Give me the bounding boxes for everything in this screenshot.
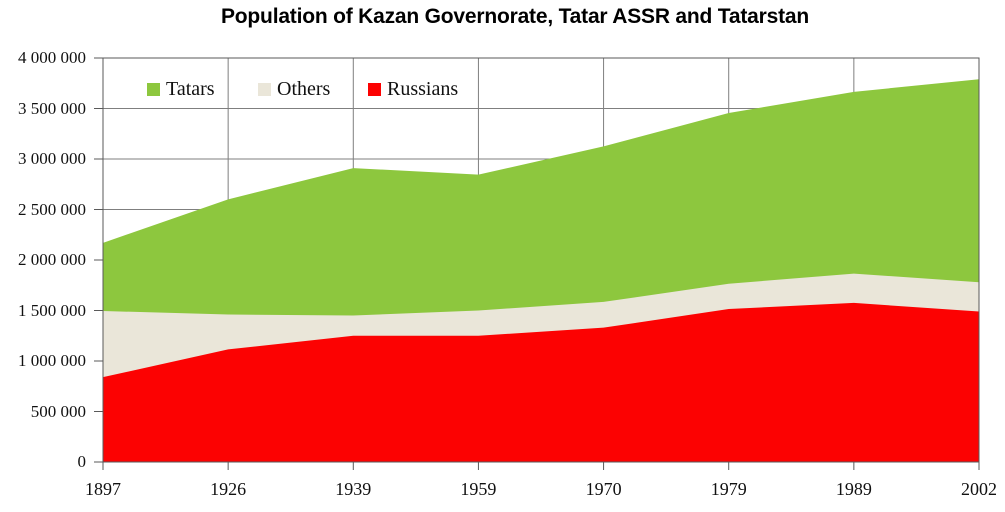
- legend-label-others: Others: [277, 78, 331, 100]
- x-tick-label: 1939: [335, 479, 372, 499]
- legend-item-russians: Russians: [368, 76, 458, 102]
- x-tick-label: 1926: [210, 479, 247, 499]
- y-tick-label: 4 000 000: [18, 48, 86, 67]
- y-tick-label: 500 000: [30, 401, 86, 421]
- legend-item-others: Others: [258, 76, 330, 102]
- x-tick-label: 1989: [835, 479, 872, 499]
- legend-item-tatars: Tatars: [147, 76, 215, 102]
- y-tick-label: 3 500 000: [18, 98, 86, 118]
- x-tick-label: 1959: [460, 479, 497, 499]
- chart-title: Population of Kazan Governorate, Tatar A…: [221, 5, 809, 28]
- x-tick-label: 2002: [961, 479, 997, 499]
- legend-label-tatars: Tatars: [166, 78, 215, 100]
- legend-label-russians: Russians: [387, 78, 459, 100]
- y-tick-label: 3 000 000: [18, 149, 86, 168]
- x-tick-label: 1970: [585, 479, 622, 499]
- legend-swatch-russians: [368, 82, 381, 96]
- legend-swatch-others: [258, 82, 271, 96]
- x-tick-label: 1897: [85, 479, 121, 499]
- legend-swatch-tatars: [147, 82, 160, 96]
- y-tick-label: 2 000 000: [18, 250, 86, 269]
- y-tick-label: 2 500 000: [18, 199, 86, 219]
- area-russians: [103, 302, 979, 462]
- y-tick-label: 1 500 000: [18, 300, 86, 320]
- y-tick-label: 1 000 000: [18, 351, 86, 370]
- y-tick-label: 0: [77, 452, 87, 471]
- x-tick-label: 1979: [710, 479, 747, 499]
